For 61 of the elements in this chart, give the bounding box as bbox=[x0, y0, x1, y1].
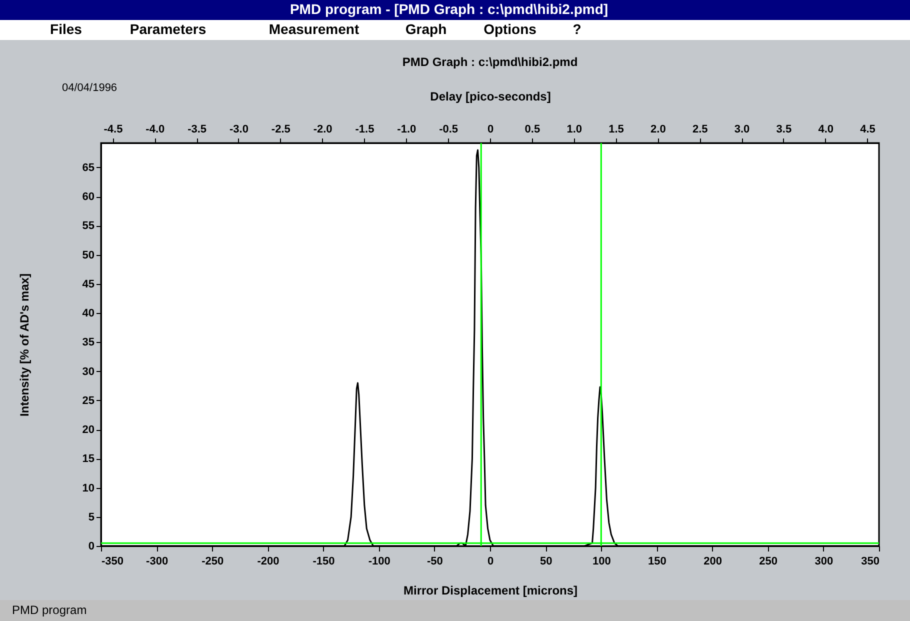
x-tick-label: -150 bbox=[312, 556, 335, 568]
y-tick-label: 50 bbox=[82, 249, 94, 262]
x2-tick-label: 0.5 bbox=[524, 124, 540, 136]
text: 04/04/1996 bbox=[62, 82, 118, 94]
text: PMD program bbox=[12, 603, 87, 617]
chart-title: PMD Graph : c:\pmd\hibi2.pmd bbox=[402, 55, 578, 69]
x2-tick-label: 3.0 bbox=[734, 124, 750, 136]
x-tick-label: -50 bbox=[426, 556, 443, 568]
x2-tick-label: 3.5 bbox=[776, 124, 792, 136]
text: Graph bbox=[405, 21, 447, 37]
y-tick-label: 0 bbox=[88, 540, 94, 552]
x-tick-label: 300 bbox=[814, 556, 834, 568]
y-tick-label: 5 bbox=[88, 511, 94, 524]
x-tick-label: 50 bbox=[540, 556, 552, 568]
y-tick-label: 55 bbox=[82, 220, 94, 232]
x-tick-label: 150 bbox=[648, 556, 666, 568]
y-tick-label: 20 bbox=[82, 424, 94, 436]
x-tick-label: -100 bbox=[368, 556, 390, 568]
x2-tick-label: -1.5 bbox=[355, 124, 374, 136]
x-tick-label: -300 bbox=[146, 556, 168, 568]
x2-tick-label: 4.0 bbox=[818, 124, 834, 136]
x-tick-label: 200 bbox=[704, 556, 722, 568]
x2-tick-label: 2.5 bbox=[692, 124, 708, 136]
x2-tick-label: -4.0 bbox=[146, 124, 165, 136]
x-axis-title: Mirror Displacement [microns] bbox=[403, 584, 578, 598]
x2-tick-label: 1.5 bbox=[608, 124, 624, 136]
text: Parameters bbox=[130, 21, 206, 37]
x2-axis-title: Delay [pico-seconds] bbox=[430, 90, 551, 104]
x-tick-label: -200 bbox=[257, 556, 280, 568]
y-axis-title: Intensity [% of AD's max] bbox=[18, 273, 32, 417]
x-tick-label: 100 bbox=[592, 556, 611, 568]
x2-tick-label: 2.0 bbox=[650, 124, 666, 136]
text: PMD program - [PMD Graph : c:\pmd\hibi2.pmd] bbox=[290, 1, 608, 17]
x2-tick-label: -0.5 bbox=[439, 124, 458, 136]
y-tick-label: 60 bbox=[82, 191, 94, 204]
x2-tick-label: 1.0 bbox=[566, 124, 582, 136]
y-tick-label: 15 bbox=[82, 453, 94, 466]
x2-tick-label: 4.5 bbox=[860, 124, 876, 136]
x-tick-label: -350 bbox=[102, 556, 124, 568]
x2-tick-label: 0 bbox=[487, 124, 494, 136]
text: Options bbox=[484, 21, 537, 37]
x2-tick-label: -3.0 bbox=[230, 124, 248, 136]
y-tick-label: 10 bbox=[82, 482, 94, 494]
x2-tick-label: -2.0 bbox=[313, 124, 332, 136]
y-tick-label: 40 bbox=[82, 308, 94, 320]
x-tick-label: 250 bbox=[759, 556, 778, 568]
y-tick-label: 45 bbox=[82, 278, 94, 290]
text: ? bbox=[572, 21, 582, 37]
x-tick-label: 350 bbox=[861, 556, 880, 568]
x-tick-label: -250 bbox=[202, 556, 224, 568]
x2-tick-label: -2.5 bbox=[271, 124, 290, 136]
y-tick-label: 25 bbox=[82, 394, 94, 407]
x2-tick-label: -1.0 bbox=[397, 124, 416, 136]
y-tick-label: 30 bbox=[82, 366, 94, 378]
x-tick-label: 0 bbox=[487, 556, 494, 568]
y-tick-label: 35 bbox=[82, 336, 94, 349]
text: Measurement bbox=[268, 21, 360, 37]
text: Files bbox=[50, 21, 82, 37]
x2-tick-label: -3.5 bbox=[188, 124, 207, 136]
x2-tick-label: -4.5 bbox=[104, 124, 123, 136]
y-tick-label: 65 bbox=[82, 162, 94, 174]
